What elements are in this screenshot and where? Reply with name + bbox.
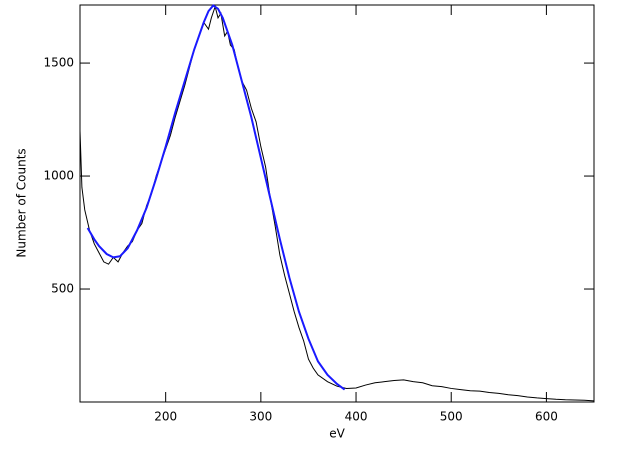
x-tick-label: 500 [440, 410, 463, 424]
y-axis-label: Number of Counts [15, 148, 29, 257]
x-tick-label: 300 [249, 410, 272, 424]
series-line [86, 4, 346, 391]
y-tick-label: 500 [51, 282, 74, 296]
x-tick-label: 200 [154, 410, 177, 424]
x-tick-label: 400 [345, 410, 368, 424]
y-tick-label: 1500 [43, 56, 74, 70]
x-tick-label: 600 [535, 410, 558, 424]
y-tick-label: 1000 [43, 169, 74, 183]
series-line [79, 4, 595, 402]
plot-frame [79, 4, 595, 403]
x-axis-label: eV [329, 427, 345, 441]
